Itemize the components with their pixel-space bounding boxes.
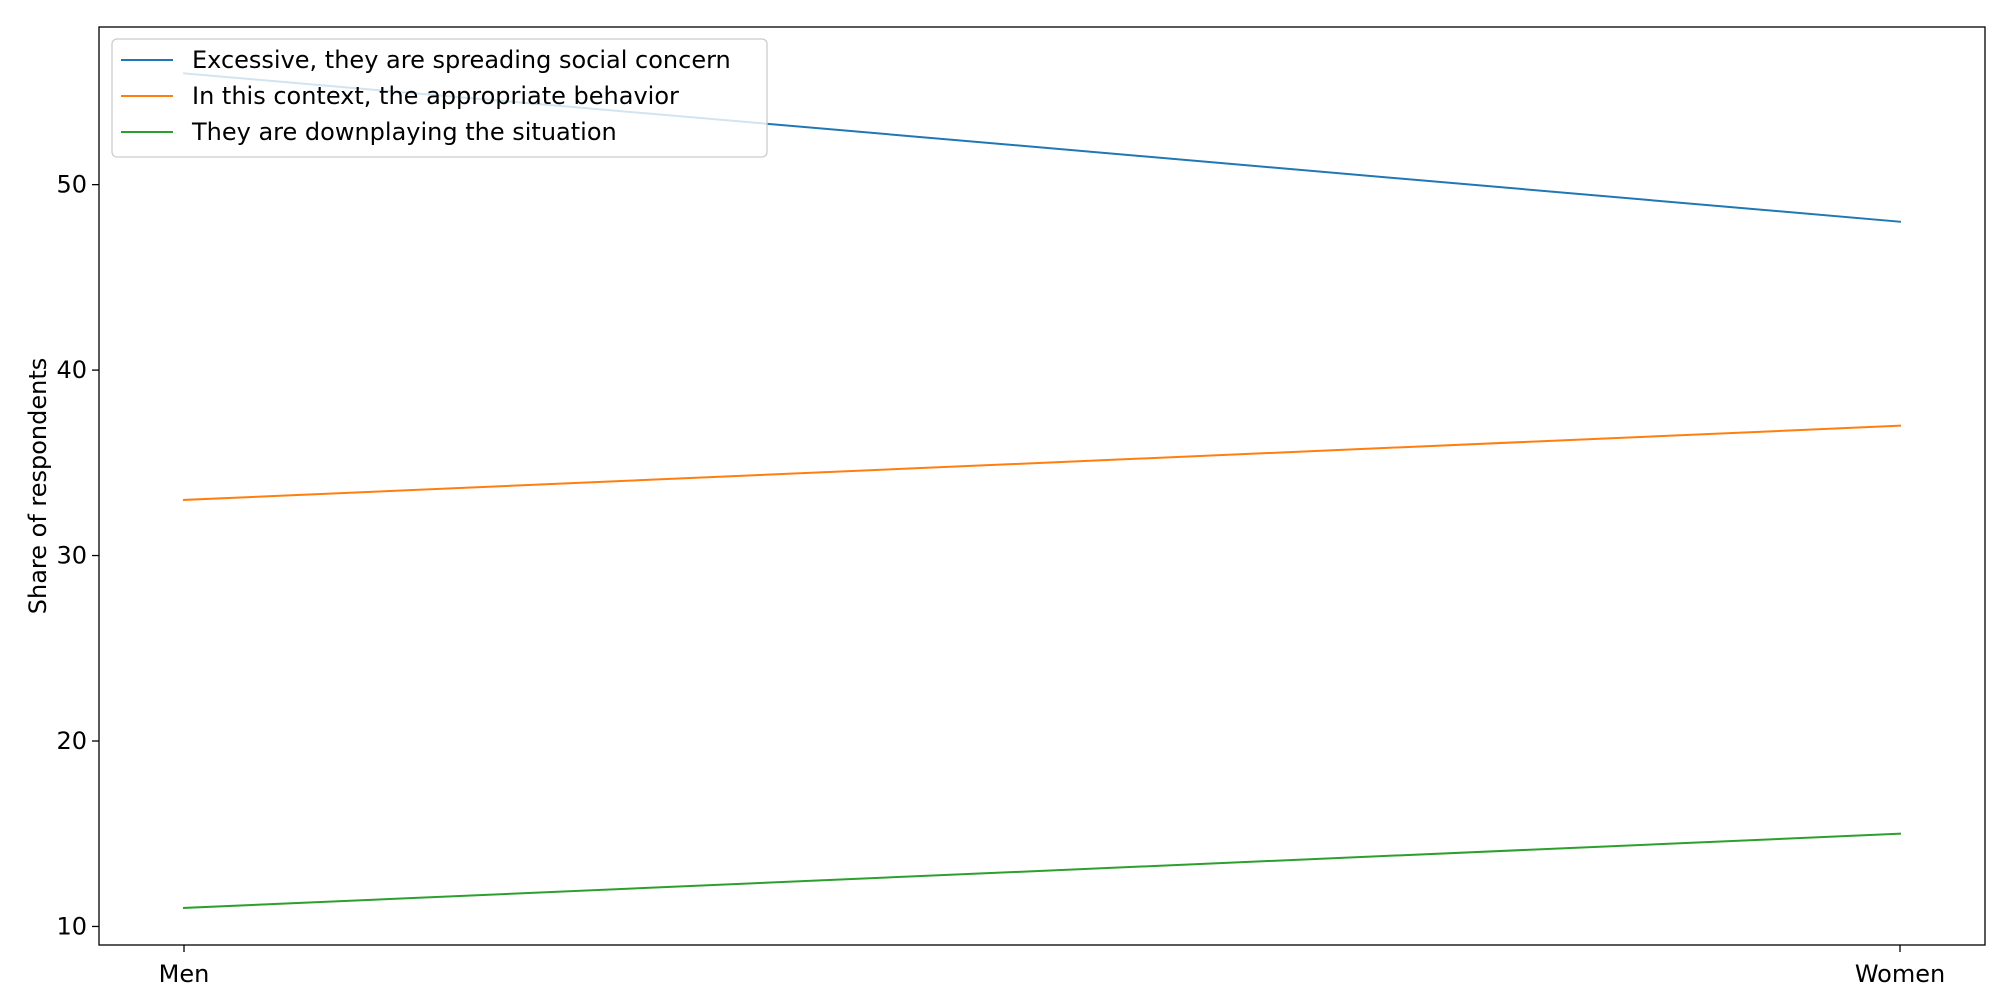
y-axis: 10 20 30 40 50: [56, 171, 99, 940]
y-axis-label: Share of respondents: [24, 358, 52, 615]
series-lines: [182, 72, 1902, 909]
x-tick-label: Women: [1855, 960, 1945, 988]
legend-label: In this context, the appropriate behavio…: [192, 82, 679, 110]
x-tick-label: Men: [159, 960, 210, 988]
legend-label: They are downplaying the situation: [191, 118, 617, 146]
y-tick-label: 10: [56, 912, 87, 940]
legend-box: [111, 38, 768, 158]
y-tick-label: 30: [56, 542, 87, 570]
legend-label: Excessive, they are spreading social con…: [192, 46, 731, 74]
series-line-3: [182, 832, 1902, 909]
plot-area-frame: [98, 26, 1986, 946]
legend: Excessive, they are spreading social con…: [111, 38, 768, 158]
y-tick-label: 40: [56, 356, 87, 384]
series-line-2: [182, 424, 1902, 501]
y-tick-label: 50: [56, 171, 87, 199]
y-tick-label: 20: [56, 727, 87, 755]
x-axis: Men Women: [159, 945, 1945, 988]
